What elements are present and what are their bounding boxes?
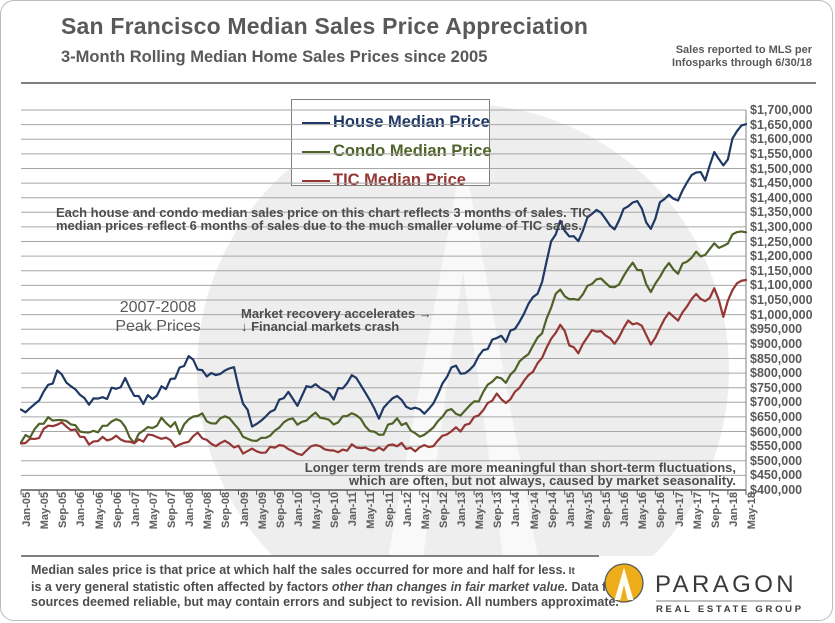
svg-text:REAL ESTATE GROUP: REAL ESTATE GROUP [656, 604, 801, 615]
svg-text:PARAGON: PARAGON [655, 571, 797, 598]
